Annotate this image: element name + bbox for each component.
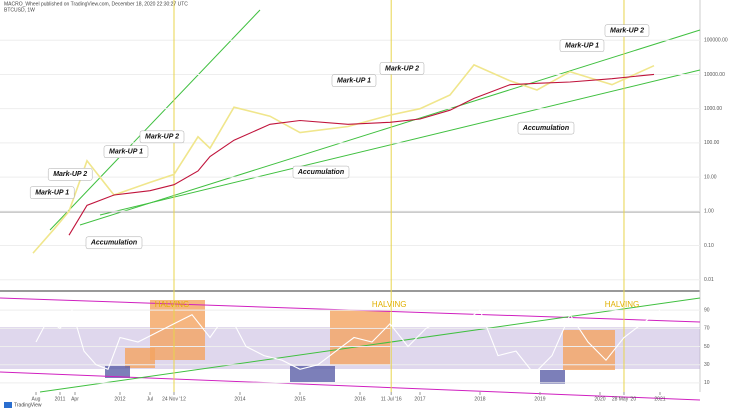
zone-box: [540, 370, 565, 384]
x-tick-label: 2014: [234, 396, 245, 402]
x-tick-label: 2015: [294, 396, 305, 402]
y-tick-label: 90: [704, 308, 710, 314]
annotation: Mark-UP 2: [145, 134, 179, 141]
x-tick-label: 2012: [114, 396, 125, 402]
y-tick-label: 10.00: [704, 174, 717, 180]
annotation: Mark-UP 1: [565, 43, 599, 50]
x-tick-label: Aug: [32, 396, 41, 402]
halving-label: HALVING: [155, 300, 190, 309]
annotation-box: [379, 62, 425, 75]
annotation-box: [85, 236, 143, 250]
x-tick-label: 2021: [654, 396, 665, 402]
trend-line: [49, 9, 261, 231]
annotation: Accumulation: [297, 169, 344, 176]
x-tick-label: 11 Jul '16: [381, 396, 402, 402]
moving-average: [68, 73, 655, 236]
annotation-box: [103, 145, 149, 158]
halving-label: HALVING: [372, 300, 407, 309]
x-tick-label: 2017: [414, 396, 425, 402]
annotation: Mark-UP 1: [109, 149, 143, 156]
annotation: Mark-UP 1: [35, 190, 69, 197]
y-tick-label: 100000.00: [704, 38, 728, 44]
y-tick-label: 10: [704, 380, 710, 386]
zone-box: [125, 348, 155, 368]
x-tick-label: 2016: [354, 396, 365, 402]
annotation-box: [517, 121, 575, 135]
x-tick-label: Apr: [71, 396, 79, 402]
zone-box: [330, 310, 390, 365]
y-tick-label: 70: [704, 326, 710, 332]
annotation-box: [292, 165, 350, 179]
trend-line: [79, 29, 701, 226]
trend-line: [39, 297, 701, 393]
y-tick-label: 100.00: [704, 140, 720, 146]
halving-label: HALVING: [605, 300, 640, 309]
annotation-box: [139, 130, 185, 144]
logo: [4, 402, 12, 408]
header-line: BTCUSD, 1W: [4, 7, 35, 13]
annotation-box: [47, 168, 93, 181]
zone-box: [563, 330, 615, 370]
x-tick-label: 2011: [55, 396, 66, 402]
header-line: MACRO_Wheel published on TradingView.com…: [4, 1, 188, 7]
x-tick-label: Jul: [147, 396, 153, 402]
annotation: Mark-UP 2: [385, 65, 419, 72]
x-tick-label: 24 Nov '12: [162, 396, 186, 402]
annotation: Accumulation: [90, 240, 137, 247]
annotation: Mark-UP 2: [53, 171, 87, 178]
y-tick-label: 10000.00: [704, 72, 725, 78]
annotation: Mark-UP 2: [610, 28, 644, 35]
y-tick-label: 0.10: [704, 243, 714, 249]
y-tick-label: 30: [704, 362, 710, 368]
zone-box: [105, 366, 130, 378]
x-tick-label: 28 May '20: [612, 396, 637, 402]
zone-box: [290, 366, 335, 382]
y-tick-label: 0.01: [704, 277, 714, 283]
annotation: Mark-UP 1: [337, 77, 371, 84]
x-tick-label: 2020: [594, 396, 605, 402]
annotation-box: [331, 74, 377, 87]
footer: TradingView: [14, 402, 42, 408]
price-line: [32, 63, 655, 254]
annotation: Accumulation: [522, 125, 569, 132]
trend-line: [0, 371, 701, 401]
x-tick-label: 2019: [534, 396, 545, 402]
annotation-box: [29, 186, 75, 199]
x-tick-label: 2018: [474, 396, 485, 402]
annotation-box: [559, 39, 605, 52]
y-tick-label: 1000.00: [704, 106, 722, 112]
y-tick-label: 1.00: [704, 209, 714, 215]
rsi-line: [35, 308, 661, 375]
annotation-box: [604, 24, 650, 37]
y-tick-label: 50: [704, 344, 710, 350]
